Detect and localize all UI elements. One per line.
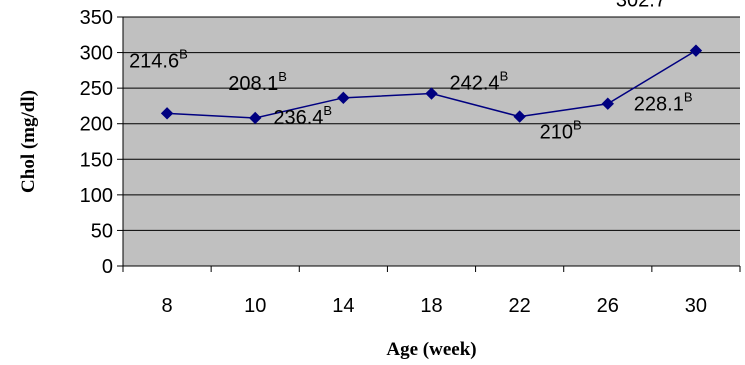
data-point-marker: [513, 110, 526, 123]
axes: [117, 16, 741, 272]
x-tick-label: 30: [685, 295, 707, 317]
y-tick-label: 50: [91, 220, 113, 242]
y-tick-label: 0: [102, 256, 113, 278]
data-label: 302.7A: [616, 0, 675, 12]
x-tick-label: 8: [162, 295, 173, 317]
data-point-marker: [425, 87, 438, 100]
series: [160, 44, 703, 125]
data-label: 214.6B: [129, 46, 188, 72]
data-point-marker: [249, 111, 262, 125]
y-tick-label: 200: [80, 114, 113, 136]
x-tick-label: 22: [509, 295, 531, 317]
y-tick-label: 350: [80, 7, 113, 29]
y-tick-label: 250: [80, 78, 113, 100]
x-tick-label: 14: [332, 295, 354, 317]
data-label: 236.4B: [273, 103, 332, 129]
x-tick-label: 18: [420, 295, 442, 317]
y-tick-label: 100: [80, 185, 113, 207]
x-tick-label: 26: [597, 295, 619, 317]
x-axis-title: Age (week): [386, 339, 476, 360]
y-tick-labels: 0 50 100 150 200 250 300 350: [80, 7, 113, 278]
x-tick-labels: 8 10 14 18 22 26 30: [162, 295, 708, 317]
data-point-marker: [689, 44, 703, 57]
data-label: 208.1B: [228, 69, 287, 95]
y-tick-label: 150: [80, 149, 113, 171]
plot-area: [123, 17, 740, 266]
y-tick-label: 300: [80, 43, 113, 65]
data-point-marker: [601, 97, 614, 110]
data-point-marker: [160, 107, 174, 120]
data-label: 210B: [540, 118, 582, 144]
x-tick-label: 10: [244, 295, 266, 317]
data-labels: 214.6B 208.1B 236.4B 242.4B 210B 228.1B 302.7A: [129, 0, 692, 144]
data-point-marker: [337, 91, 350, 105]
data-label: 242.4B: [450, 69, 509, 95]
y-axis-title: Chol (mg/dl): [18, 90, 39, 193]
data-label: 228.1B: [634, 90, 693, 116]
